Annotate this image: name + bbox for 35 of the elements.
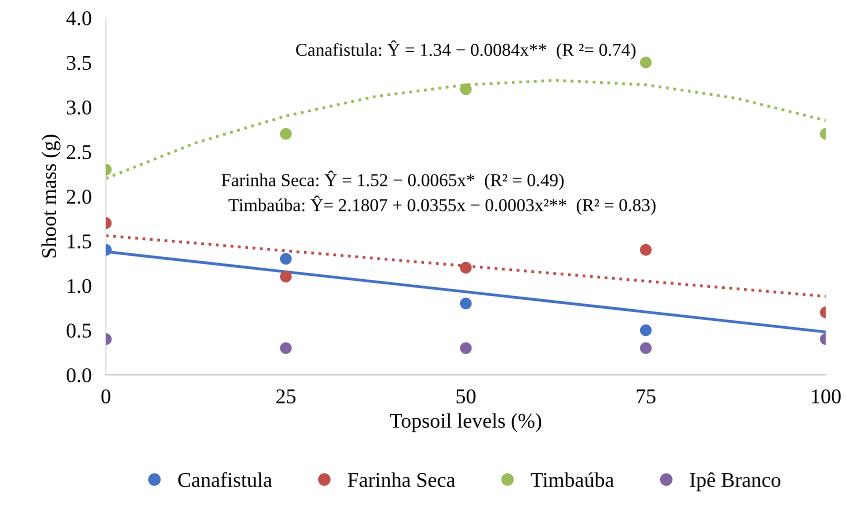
y-axis-title: Shoot mass (g) [41, 134, 60, 258]
y-tick-label: 0.0 [66, 368, 92, 382]
annotation: Canafistula: Ŷ = 1.34 − 0.0084x** (R ²= 0.74) [296, 40, 636, 60]
x-tick-label: 100 [812, 389, 841, 404]
point [280, 270, 292, 283]
y-tick-label: 3.5 [66, 56, 92, 70]
point [640, 342, 652, 354]
x-tick-label: 25 [276, 389, 296, 404]
x-tick-label: 50 [456, 389, 476, 404]
y-tick-label: 3.0 [66, 100, 92, 115]
y-tick-label: 4.0 [66, 11, 92, 26]
annotation: Farinha Seca: Ŷ = 1.52 − 0.0065x* (R² = 0.49) [222, 170, 564, 190]
point [280, 342, 292, 354]
point [460, 83, 472, 96]
y-tick-label: 2.5 [66, 145, 92, 160]
point [460, 298, 472, 310]
y-tick-label: 1.0 [68, 278, 92, 294]
point [640, 324, 652, 336]
point [640, 56, 652, 68]
point [460, 342, 472, 354]
y-tick-label: 2.0 [66, 190, 92, 204]
point [640, 244, 652, 256]
legend-label: Canafistula [178, 472, 272, 488]
x-axis-title: Topsoil levels (%) [390, 413, 542, 432]
point [280, 252, 292, 265]
point [460, 262, 472, 274]
y-tick-label: 1.5 [68, 234, 92, 248]
annotation: Timbaúba: Ŷ= 2.1807 + 0.0355x − 0.0003x²** (R² = 0.83) [228, 196, 656, 215]
legend-label: Ipê Branco [690, 472, 780, 492]
point [280, 128, 292, 140]
x-tick-label: 0 [101, 389, 110, 404]
y-tick-label: 0.5 [66, 324, 92, 338]
legend-label: Farinha Seca [348, 472, 456, 488]
legend-label: Timbaúba [530, 472, 614, 488]
x-tick-label: 75 [636, 390, 656, 404]
